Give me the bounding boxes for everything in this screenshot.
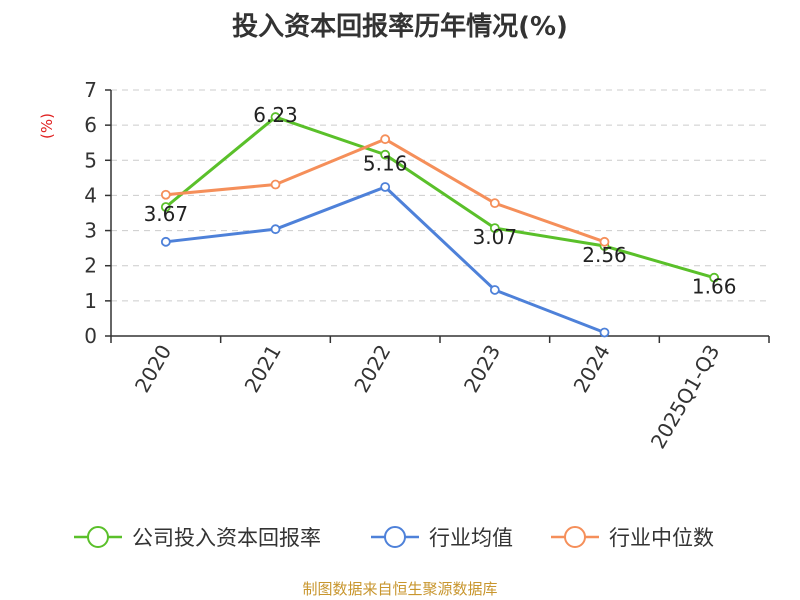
data-point [380,134,391,145]
data-label-layer: 3.67 6.23 5.16 3.07 2.56 1.66 [144,103,737,299]
y-tick-label: 4 [84,183,97,207]
y-tick-label: 3 [84,219,97,243]
legend-item-label: 行业中位数 [609,526,714,550]
data-point [599,236,610,247]
data-label: 1.66 [692,275,737,299]
y-tick-label: 0 [84,324,97,348]
data-label: 6.23 [253,103,298,127]
data-label: 2.56 [582,243,627,267]
data-point [160,202,171,212]
data-point [270,112,281,122]
legend: 公司投入资本回报率 行业均值 行业中位数 [74,526,714,550]
data-point [380,149,391,160]
data-point [709,272,720,283]
data-point [489,285,500,295]
x-tick-label: 2025Q1-Q3 [646,341,725,453]
y-tick-label: 5 [84,148,97,172]
legend-marker [87,526,109,548]
data-point [489,198,500,209]
data-label: 3.67 [144,202,189,226]
y-tick-label: 1 [84,289,97,313]
y-tick-label: 7 [84,78,97,102]
data-point [599,327,610,338]
x-tick-label: 2024 [569,341,615,397]
series-line [164,115,715,280]
data-point [160,236,171,247]
x-tick-label: 2022 [349,341,395,397]
x-tick-label: 2021 [240,341,286,397]
data-point [380,182,391,192]
data-point [270,224,281,235]
y-tick-label: 6 [84,113,97,137]
data-label: 5.16 [363,152,408,176]
data-point [270,179,281,190]
legend-marker [564,526,586,548]
series-layer [160,112,720,338]
legend-item-label: 公司投入资本回报率 [132,526,321,550]
legend-item-label: 行业均值 [429,526,513,550]
grid-layer [111,89,769,302]
data-point [160,189,171,200]
legend-marker [384,526,406,548]
x-tick-label: 2020 [130,341,176,397]
y-axis-label: (%) [38,113,56,139]
chart-title: 投入资本回报率历年情况(%) [232,12,568,42]
source-note: 制图数据来自恒生聚源数据库 [302,580,498,598]
data-point [489,223,500,234]
series-line [165,185,606,334]
x-tick-label: 2023 [459,341,505,397]
data-label: 3.07 [473,225,518,249]
y-tick-label: 2 [84,254,97,278]
